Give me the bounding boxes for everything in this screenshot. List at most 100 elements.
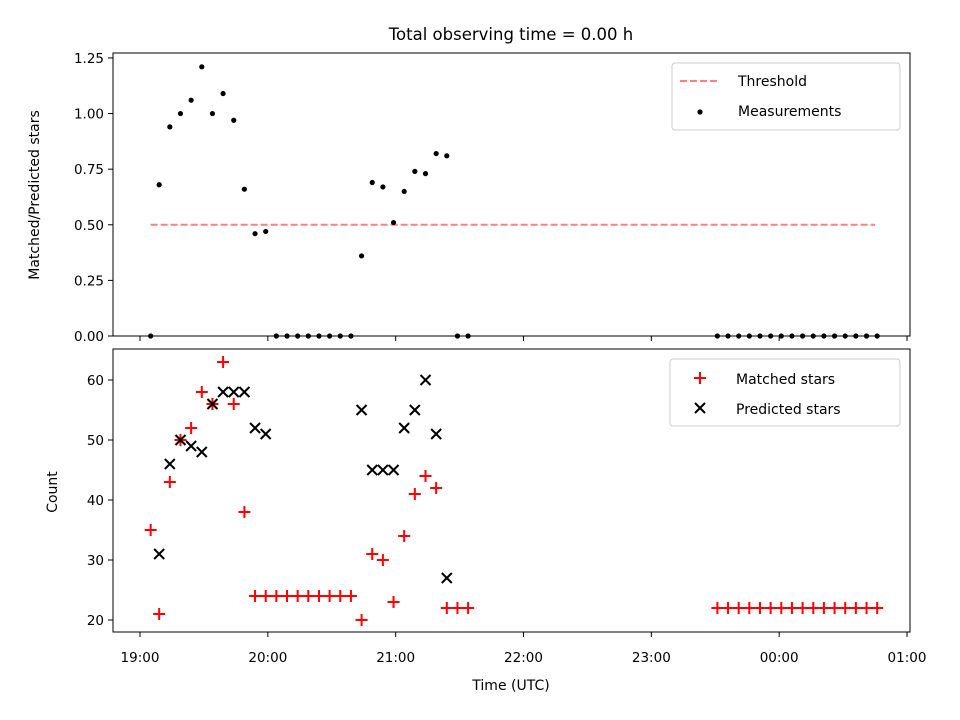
measurement-point (231, 117, 237, 123)
measurement-point (444, 153, 450, 159)
measurement-point (167, 124, 173, 130)
matched-point (462, 602, 475, 614)
top-legend-box (671, 62, 901, 131)
bottom-yticks: 20 30 40 50 60 (87, 373, 113, 629)
matched-point (249, 590, 262, 602)
matched-point (828, 602, 841, 614)
top-ylabel: Matched/Predicted stars (27, 110, 43, 280)
xtick-label: 23:00 (632, 650, 671, 666)
matched-point (796, 602, 809, 614)
matched-point (807, 602, 820, 614)
predicted-point (441, 572, 453, 584)
measurement-point (177, 110, 184, 117)
chart-title: Total observing time = 0.00 h (388, 25, 633, 44)
predicted-point (387, 464, 400, 476)
measurement-point (263, 228, 269, 235)
measurement-point (188, 97, 194, 103)
bottom-ytick-label: 30 (87, 553, 104, 569)
matched-point (387, 596, 400, 608)
measurement-point (433, 150, 439, 157)
matched-point (344, 590, 357, 602)
predicted-point (377, 464, 389, 476)
top-ytick-label: 0.25 (74, 273, 104, 289)
measurement-point (156, 182, 162, 188)
matched-point (408, 488, 421, 500)
matched-point (817, 602, 830, 614)
bottom-ylabel: Count (45, 471, 61, 513)
measurement-point (220, 90, 226, 97)
predicted-point (409, 404, 421, 416)
matched-point (217, 356, 230, 368)
legend-threshold-label: Threshold (737, 74, 807, 90)
matched-point (334, 590, 347, 602)
xtick-label: 00:00 (760, 650, 799, 666)
top-legend: Threshold Measurements (671, 62, 901, 131)
matched-point (743, 602, 756, 614)
measurement-point (252, 231, 258, 237)
legend-matched-label: Matched stars (736, 372, 835, 388)
top-ytick-label: 1.25 (74, 51, 104, 67)
measurement-point (199, 64, 205, 70)
predicted-point (398, 422, 410, 434)
bottom-plot-area (144, 356, 884, 626)
top-ytick-label: 0.50 (74, 218, 104, 234)
matched-point (860, 602, 873, 614)
predicted-point (164, 458, 176, 470)
top-xticks (139, 336, 908, 341)
xtick-label: 20:00 (248, 650, 287, 666)
predicted-point (206, 398, 219, 410)
measurement-point (412, 168, 418, 174)
matched-point (871, 602, 884, 614)
predicted-point (366, 464, 378, 476)
matched-point (195, 386, 208, 398)
measurement-point (422, 171, 429, 177)
measurement-point (358, 253, 365, 259)
bottom-legend: Matched stars Predicted stars (669, 358, 901, 427)
matched-point (144, 524, 157, 536)
xtick-label: 22:00 (504, 650, 543, 666)
xlabel: Time (UTC) (471, 678, 549, 694)
matched-point (711, 602, 724, 614)
predicted-point (419, 374, 432, 386)
measurement-point (401, 188, 407, 195)
bottom-ytick-label: 50 (87, 433, 104, 449)
predicted-point (185, 440, 197, 452)
predicted-point (217, 386, 229, 398)
predicted-point (228, 386, 240, 398)
matched-point (849, 602, 862, 614)
matched-point (775, 602, 788, 614)
matched-point (153, 608, 166, 620)
matched-point (451, 602, 464, 614)
top-ytick-label: 0.00 (74, 329, 104, 345)
matched-point (839, 602, 852, 614)
predicted-legend-swatch (694, 402, 706, 414)
predicted-point (355, 404, 368, 416)
matched-point (302, 590, 315, 602)
measurement-point (369, 179, 375, 186)
top-plot-area (148, 64, 880, 339)
ratio-panel: Total observing time = 0.00 h 0.00 0.25 0.… (27, 25, 911, 345)
matched-point (419, 470, 432, 482)
matched-point (238, 506, 251, 518)
predicted-point (238, 386, 251, 398)
measurements-legend-swatch (697, 109, 703, 115)
matched-point (764, 602, 777, 614)
predicted-point (259, 428, 272, 440)
matched-point (753, 602, 766, 614)
matched-point (732, 602, 745, 614)
bottom-axes-frame (112, 348, 911, 633)
predicted-point (153, 548, 165, 560)
top-ytick-label: 0.75 (74, 162, 104, 178)
bottom-xticks: 19:00 20:00 21:00 22:00 23:00 00:00 01:00 (121, 632, 926, 666)
matched-point (323, 590, 336, 602)
matched-point (398, 530, 411, 542)
matched-point (270, 590, 283, 602)
matched-point (366, 548, 379, 560)
predicted-point (174, 434, 187, 446)
legend-predicted-label: Predicted stars (736, 402, 841, 418)
matched-point (430, 482, 443, 494)
top-ytick-label: 1.00 (74, 107, 104, 123)
matched-point (227, 398, 240, 410)
matched-point (722, 602, 735, 614)
matched-point (185, 422, 198, 434)
